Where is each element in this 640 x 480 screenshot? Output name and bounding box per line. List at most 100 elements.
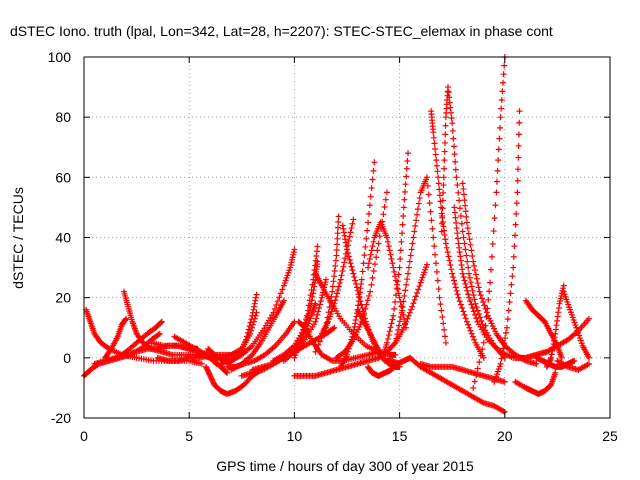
data-point (500, 71, 507, 78)
data-point (343, 243, 350, 250)
data-point (355, 291, 362, 298)
data-point (478, 295, 485, 302)
data-point (502, 335, 509, 342)
data-series (379, 150, 412, 361)
data-point (497, 114, 504, 121)
data-point (436, 186, 443, 193)
data-point (465, 230, 472, 237)
data-point (477, 352, 484, 359)
data-point (551, 334, 558, 341)
data-point (463, 219, 470, 226)
data-point (515, 142, 522, 149)
data-point (398, 309, 405, 316)
data-series (375, 261, 430, 361)
data-point (442, 131, 449, 138)
data-point (394, 286, 401, 293)
data-point (442, 240, 449, 247)
data-point (441, 326, 448, 333)
data-point (513, 210, 520, 217)
data-point (395, 271, 402, 278)
data-point (468, 247, 475, 254)
data-point (313, 248, 320, 255)
data-series (228, 297, 287, 373)
data-point (453, 174, 460, 181)
data-point (356, 294, 363, 301)
data-point (383, 234, 390, 241)
data-point (316, 338, 323, 345)
data-point (243, 333, 250, 340)
data-point (444, 84, 451, 91)
data-point (505, 307, 512, 314)
data-point (392, 298, 399, 305)
data-series (318, 216, 357, 337)
data-point (396, 318, 403, 325)
data-point (469, 304, 476, 311)
data-point (335, 213, 342, 220)
data-point (477, 314, 484, 321)
data-point (432, 251, 439, 258)
data-point (434, 168, 441, 175)
data-point (452, 214, 459, 221)
data-point (472, 311, 479, 318)
data-point (550, 341, 557, 348)
data-point (317, 298, 324, 305)
data-point (473, 275, 480, 282)
data-point (354, 287, 361, 294)
data-point (444, 249, 451, 256)
data-point (464, 258, 471, 265)
data-point (342, 239, 349, 246)
data-point (334, 286, 341, 293)
data-point (495, 146, 502, 153)
x-tick-label: 25 (602, 428, 618, 444)
data-point (385, 243, 392, 250)
data-point (375, 240, 382, 247)
data-point (409, 240, 416, 247)
data-point (358, 280, 365, 287)
data-point (358, 276, 365, 283)
data-point (468, 301, 475, 308)
data-series (543, 282, 567, 370)
data-point (366, 255, 373, 262)
data-point (481, 331, 488, 338)
data-point (503, 329, 510, 336)
data-point (462, 246, 469, 253)
data-point (468, 330, 475, 337)
data-point (316, 301, 323, 308)
data-point (470, 292, 477, 299)
data-point (342, 255, 349, 262)
data-point (389, 260, 396, 267)
data-point (494, 167, 501, 174)
data-point (466, 274, 473, 281)
data-point (370, 268, 377, 275)
data-point (304, 312, 311, 319)
data-point (322, 276, 329, 283)
data-point (252, 294, 259, 301)
data-point (277, 290, 284, 297)
data-point (440, 320, 447, 327)
data-point (336, 280, 343, 287)
data-point (301, 323, 308, 330)
data-point (326, 304, 333, 311)
data-point (395, 326, 402, 333)
data-point (457, 257, 464, 264)
data-point (312, 262, 319, 269)
data-point (453, 287, 460, 294)
data-point (445, 89, 452, 96)
data-point (314, 243, 321, 250)
data-point (393, 285, 400, 292)
data-point (364, 227, 371, 234)
data-series (217, 246, 298, 367)
data-point (430, 129, 437, 136)
data-point (251, 303, 258, 310)
data-point (338, 272, 345, 279)
data-point (250, 306, 257, 313)
data-point (370, 238, 377, 245)
data-point (454, 230, 461, 237)
data-point (157, 319, 164, 326)
data-point (493, 178, 500, 185)
data-point (399, 304, 406, 311)
data-point (426, 200, 433, 207)
data-point (439, 197, 446, 204)
